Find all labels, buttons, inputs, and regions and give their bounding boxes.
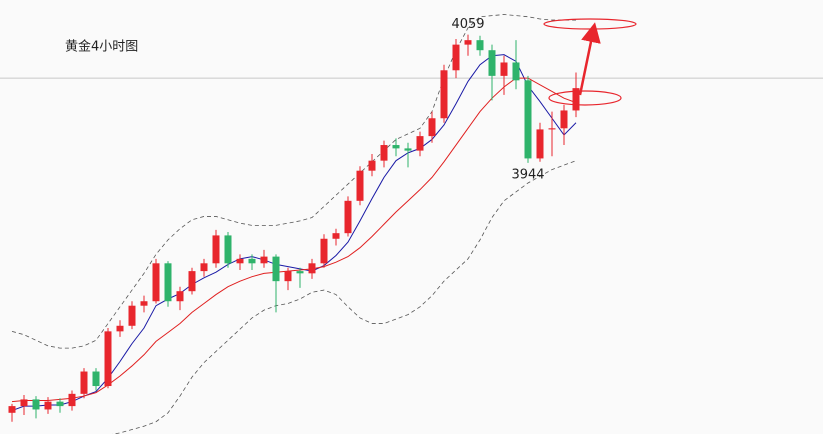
candle-body [152, 263, 160, 302]
candle-body [416, 136, 424, 151]
candle-body [200, 263, 208, 272]
candle-body [56, 401, 64, 407]
candle-body [80, 371, 88, 394]
candle-body [248, 258, 256, 264]
candle-body [344, 200, 352, 234]
candle-body [488, 50, 496, 76]
candle-body [128, 305, 136, 326]
candle-body [104, 331, 112, 387]
candle-body [536, 129, 544, 159]
candle-body [440, 70, 448, 119]
candle-body [44, 401, 52, 410]
candle-body [320, 238, 328, 264]
price-annotation: 3944 [511, 167, 544, 182]
candle-body [500, 62, 508, 76]
candle-body [476, 40, 484, 51]
candle-body [176, 291, 184, 302]
indicator-line [111, 160, 577, 434]
candle-body [164, 263, 172, 302]
candle-body [560, 110, 568, 129]
candle-body [524, 80, 532, 159]
candle-body [224, 235, 232, 264]
indicator-line [11, 77, 577, 403]
candle-body [68, 393, 76, 407]
candle-body [464, 40, 472, 45]
candle-body [188, 271, 196, 292]
candle-body [20, 399, 28, 407]
chart-title: 黄金4小时图 [65, 39, 138, 55]
candle-body [272, 256, 280, 282]
candle-body [548, 128, 556, 130]
price-annotation: 4059 [451, 17, 484, 32]
candle-body [428, 118, 436, 137]
candle-body [8, 406, 16, 413]
candle-body [260, 256, 268, 264]
candle-body [380, 145, 388, 161]
candle-body [212, 235, 220, 264]
candle-body [32, 399, 40, 410]
candle-body [512, 62, 520, 81]
candle-body [116, 325, 124, 332]
arrow [578, 22, 601, 96]
candle-body [92, 371, 100, 387]
candle-body [368, 160, 376, 171]
candle-body [392, 145, 400, 149]
candle-body [308, 263, 316, 274]
candle-body [356, 170, 364, 201]
candle-body [236, 258, 244, 264]
candle-body [284, 271, 292, 282]
target-ellipse [543, 18, 637, 30]
candle-body [332, 233, 340, 239]
indicator-line [11, 14, 576, 349]
indicator-line [11, 54, 577, 412]
current-ellipse [548, 90, 622, 106]
candle-body [296, 271, 304, 274]
candle-body [404, 148, 412, 151]
candle-body [140, 301, 148, 306]
candle-body [572, 88, 580, 111]
candle-body [452, 44, 460, 71]
